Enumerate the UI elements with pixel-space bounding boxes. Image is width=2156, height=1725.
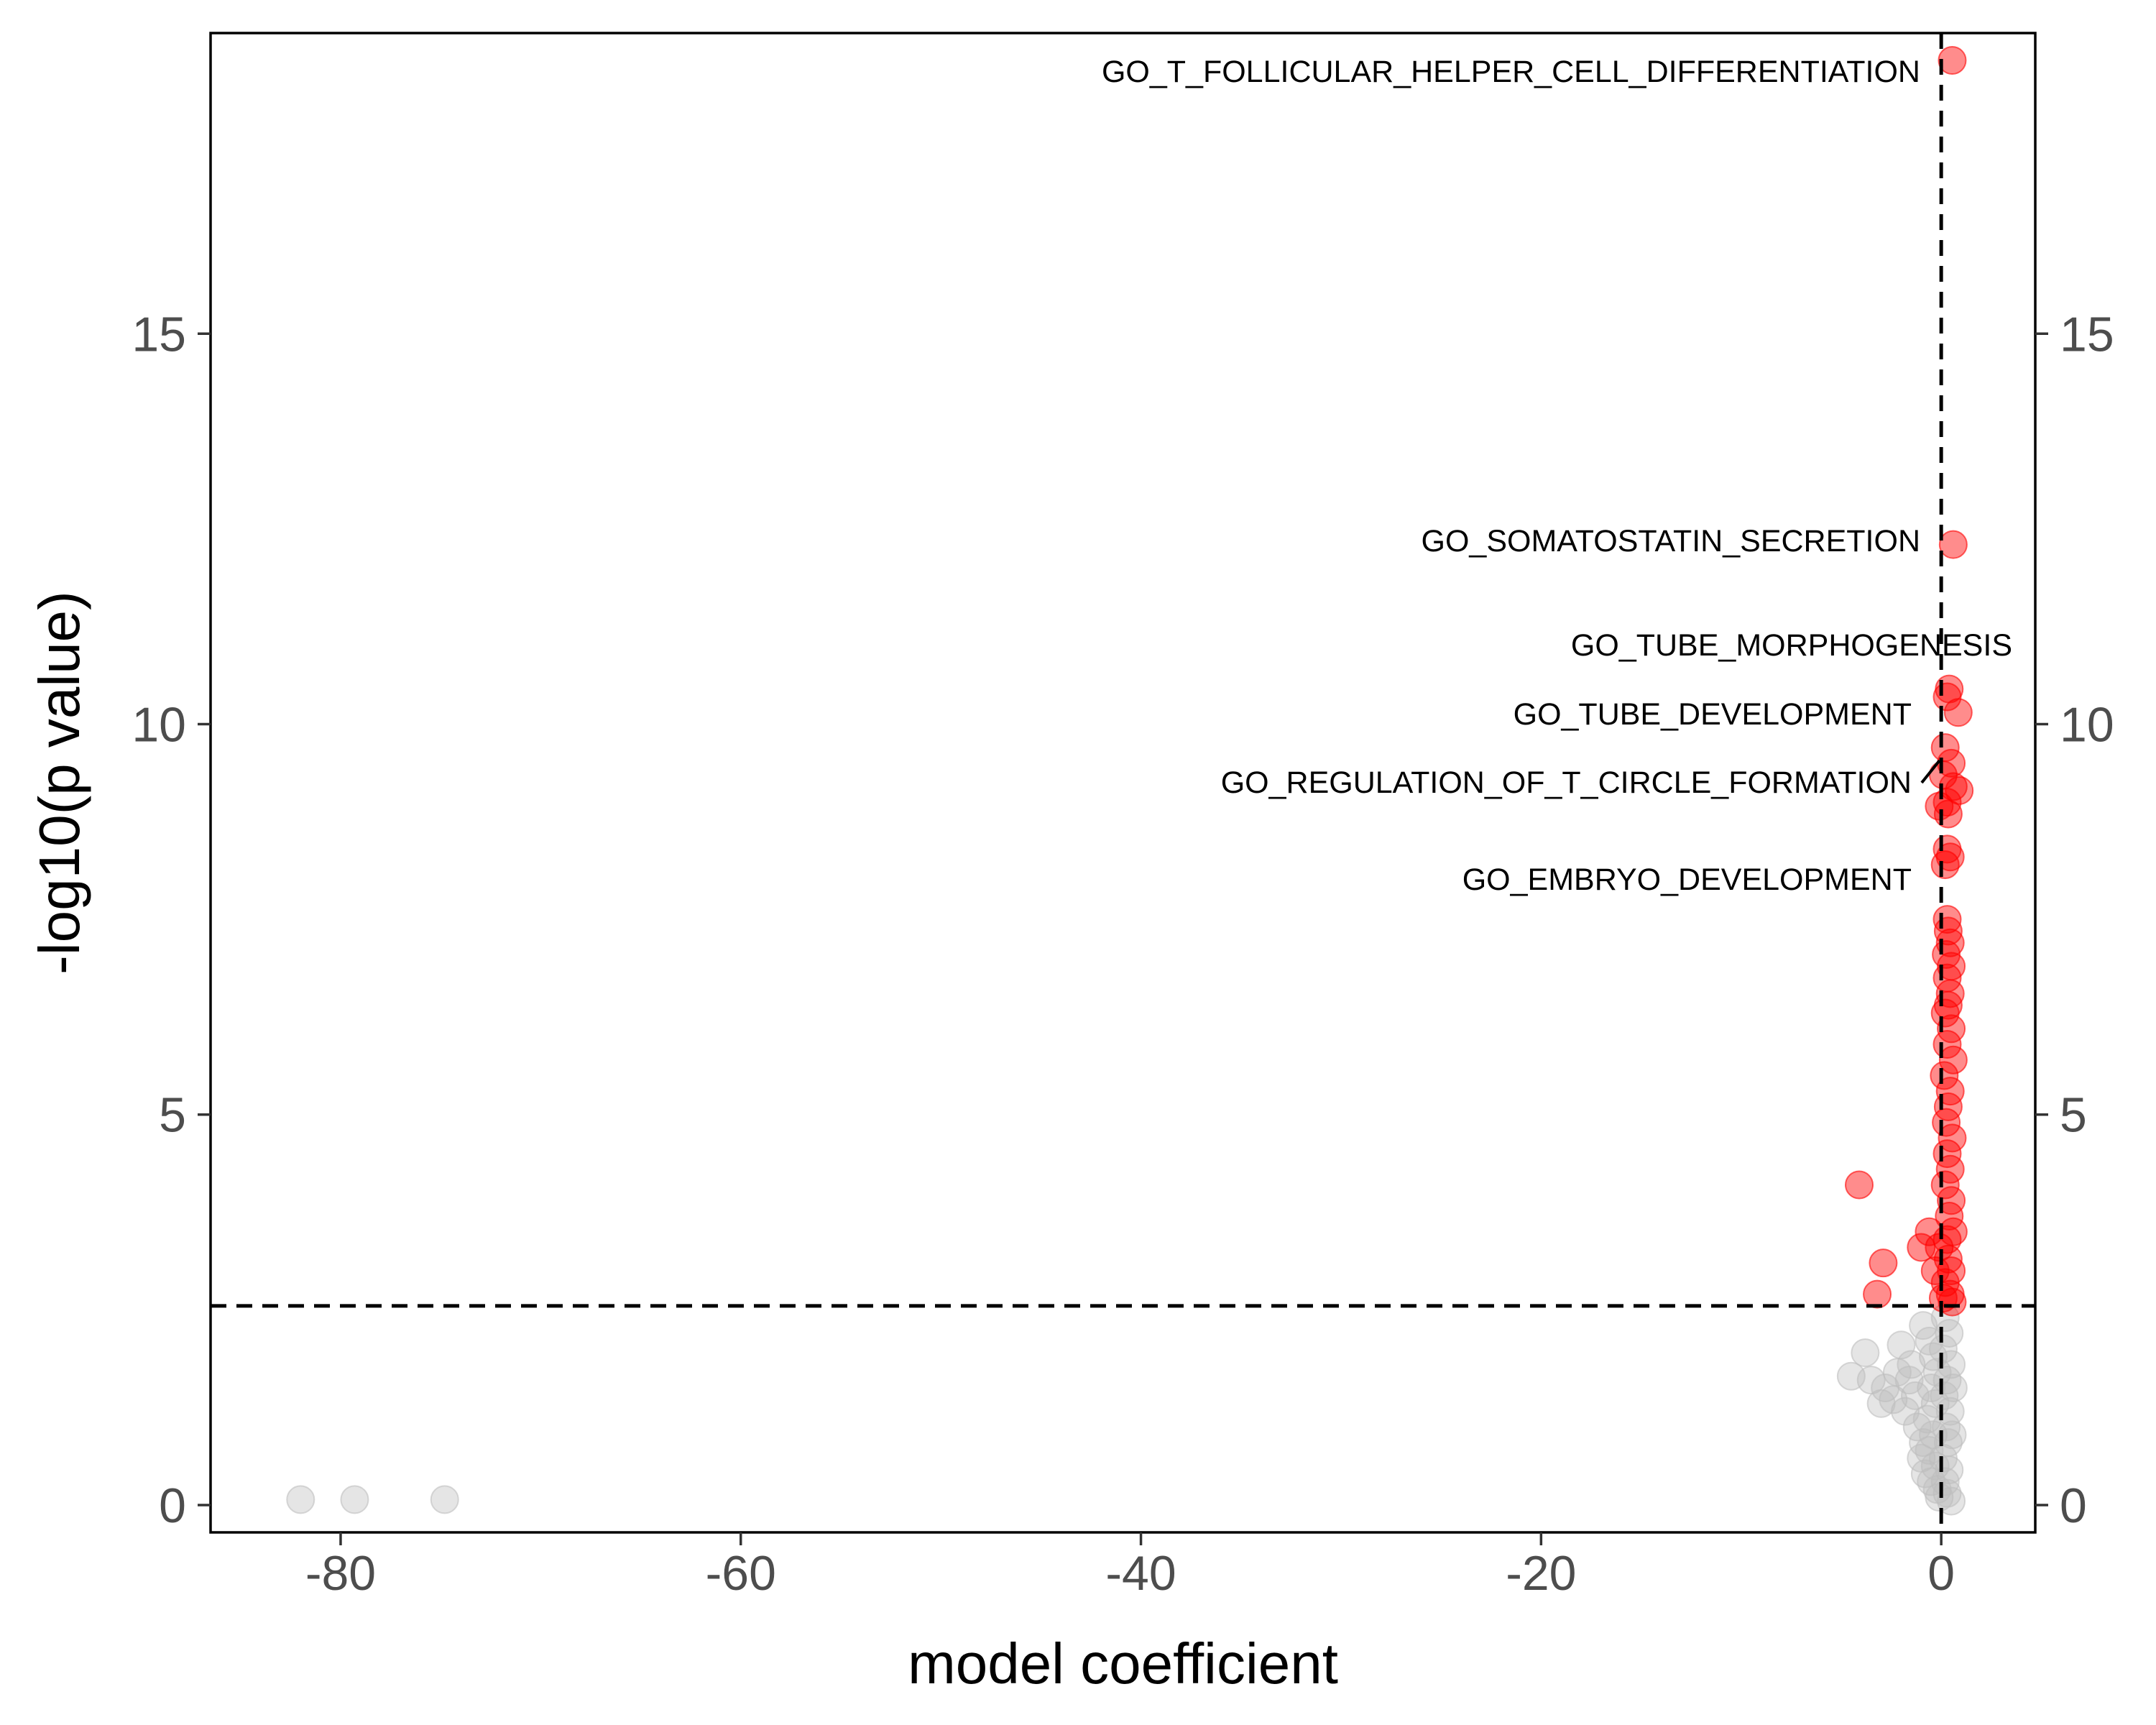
nonsignificant-point-11: [1866, 1389, 1896, 1418]
significant-point-49: [1920, 1256, 1950, 1286]
significant-point-29: [1935, 1077, 1965, 1106]
y-tick-label-3: 15: [132, 307, 186, 362]
y-tick-label-2: 10: [132, 698, 186, 753]
significant-point-50: [1845, 1170, 1874, 1200]
significant-point-15: [1930, 850, 1960, 880]
y-tick-label-1: 5: [159, 1088, 186, 1143]
point-annotations: GO_T_FOLLICULAR_HELPER_CELL_DIFFERENTIAT…: [1102, 55, 2012, 897]
significant-point-32: [1938, 1123, 1967, 1153]
nonsignificant-point-41: [1925, 1483, 1954, 1512]
nonsignificant-point-2: [430, 1485, 459, 1514]
nonsignificant-point-12: [1902, 1412, 1932, 1442]
nonsignificant-point-43: [1900, 1381, 1930, 1410]
significant-point-51: [1869, 1248, 1898, 1278]
significant-point-46: [1938, 1287, 1967, 1317]
significant-point-14: [1935, 842, 1965, 872]
annotation-label-2: GO_TUBE_MORPHOGENESIS: [1571, 628, 2012, 663]
significant-point-27: [1938, 1045, 1968, 1075]
x-axis-title: model coefficient: [908, 1632, 1338, 1696]
nonsignificant-point-1: [340, 1485, 369, 1514]
nonsignificant-point-13: [1909, 1311, 1938, 1340]
nonsignificant-point-18: [1928, 1334, 1958, 1363]
nonsignificant-point-7: [1897, 1350, 1926, 1379]
plot-panel-border: [209, 32, 2037, 1534]
annotation-label-5: GO_EMBRYO_DEVELOPMENT: [1462, 862, 1912, 897]
significant-point-34: [1935, 1154, 1965, 1184]
significant-point-19: [1932, 940, 1961, 970]
annotation-label-4: GO_REGULATION_OF_T_CIRCLE_FORMATION: [1221, 765, 1912, 800]
y2-tick-label-3: 15: [2060, 307, 2114, 362]
data-points: [286, 46, 1974, 1516]
nonsignificant-point-38: [1910, 1459, 1940, 1489]
annotation-label-3: GO_TUBE_DEVELOPMENT: [1514, 697, 1912, 732]
significant-point-52: [1863, 1279, 1892, 1309]
significant-point-35: [1930, 1170, 1960, 1200]
nonsignificant-point-42: [1937, 1486, 1966, 1516]
y2-tick-label-0: 0: [2060, 1478, 2087, 1533]
annotation-label-0: GO_T_FOLLICULAR_HELPER_CELL_DIFFERENTIAT…: [1102, 55, 1920, 89]
nonsignificant-point-47: [1938, 1420, 1967, 1450]
annotation-leader-4: [1920, 759, 1941, 784]
significant-point-24: [1930, 998, 1960, 1028]
significant-point-12: [1933, 799, 1963, 829]
significant-point-1: [1938, 530, 1968, 559]
annotation-label-1: GO_SOMATOSTATIN_SECRETION: [1422, 524, 1920, 558]
nonsignificant-point-29: [1922, 1358, 1952, 1387]
x-tick-label-3: -20: [1506, 1546, 1576, 1601]
x-tick-label-1: -60: [706, 1546, 776, 1601]
significant-point-0: [1938, 46, 1967, 75]
y-axis-title: -log10(p value): [27, 591, 91, 975]
significant-point-31: [1932, 1108, 1961, 1137]
nonsignificant-point-35: [1915, 1435, 1944, 1465]
reference-lines: [211, 33, 2035, 1532]
significant-point-48: [1907, 1233, 1936, 1262]
nonsignificant-point-46: [1938, 1374, 1968, 1403]
significant-point-11: [1925, 791, 1954, 821]
nonsignificant-point-45: [1882, 1358, 1912, 1387]
significant-point-4: [1943, 698, 1973, 727]
significant-point-18: [1935, 928, 1965, 957]
significant-point-28: [1930, 1061, 1959, 1090]
significant-point-22: [1935, 979, 1965, 1008]
x-tick-label-2: -40: [1105, 1546, 1176, 1601]
x-tick-label-0: -80: [305, 1546, 376, 1601]
axes: -80 -60 -40 -20 0 0 0 5 5 10 10 15 15: [132, 307, 2114, 1601]
nonsignificant-point-0: [286, 1485, 315, 1514]
y-tick-label-0: 0: [159, 1478, 186, 1533]
y2-tick-label-2: 10: [2060, 698, 2114, 753]
significant-point-36: [1937, 1186, 1966, 1215]
nonsignificant-point-34: [1909, 1428, 1938, 1458]
y2-tick-label-1: 5: [2060, 1088, 2087, 1143]
nonsignificant-point-39: [1917, 1467, 1946, 1496]
significant-point-9: [1945, 776, 1974, 805]
x-tick-label-4: 0: [1927, 1546, 1955, 1601]
nonsignificant-point-3: [1851, 1338, 1880, 1368]
significant-point-43: [1930, 1268, 1960, 1297]
